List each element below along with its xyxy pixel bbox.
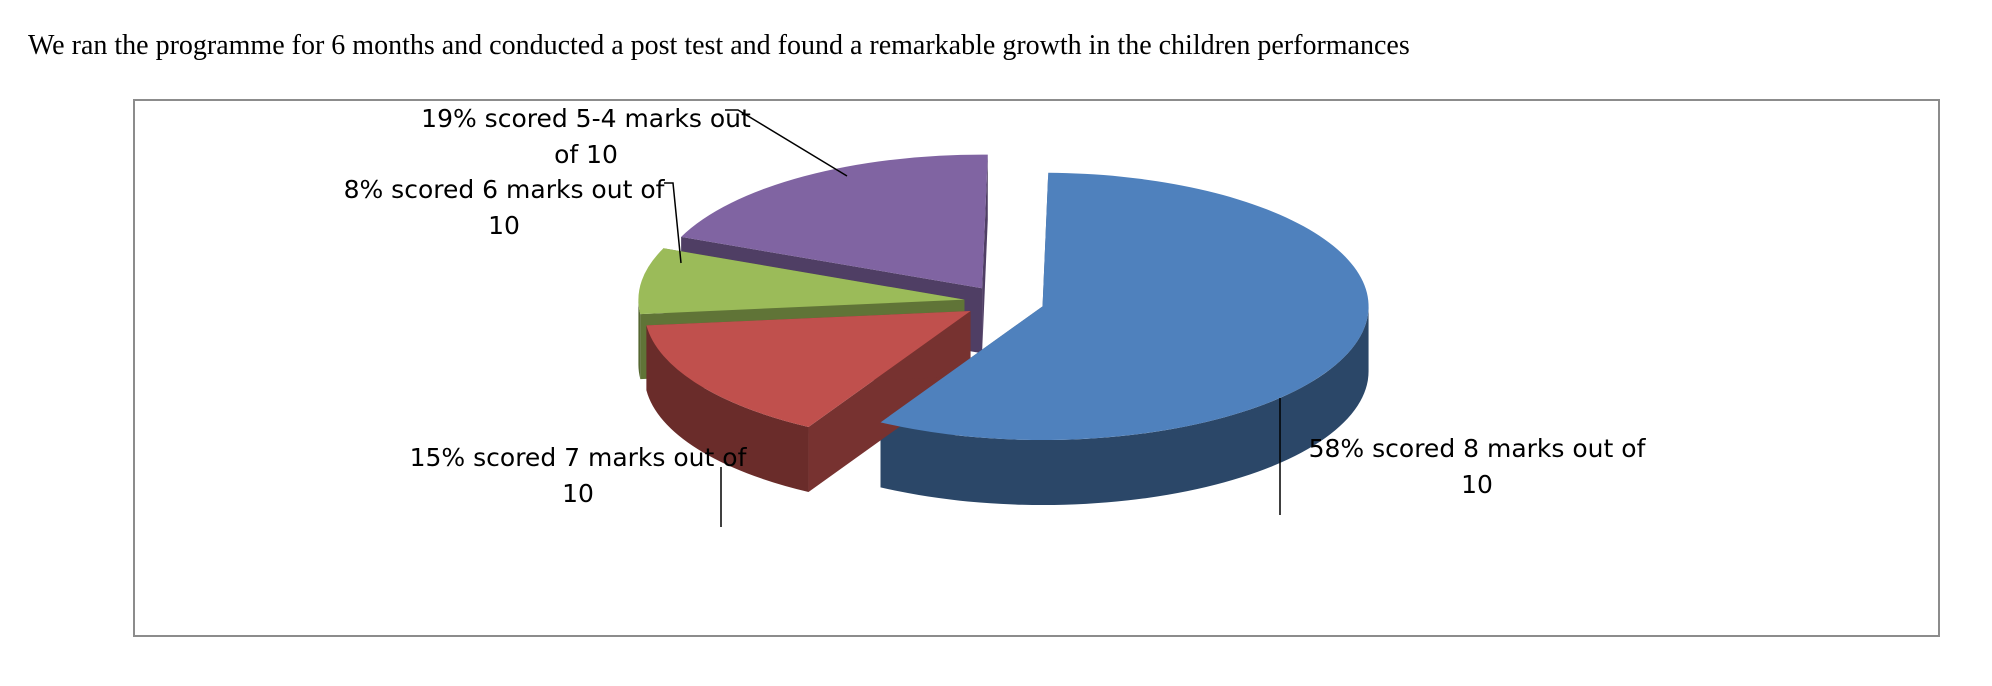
slice-label-4: 19% scored 5-4 marks out of 10 — [421, 104, 751, 169]
slice-label-1-line-1: 58% scored 8 marks out of — [1309, 434, 1647, 463]
slice-label-4-line-2: of 10 — [554, 140, 618, 169]
chart-frame: 58% scored 8 marks out of 10 15% scored 7 … — [133, 99, 1940, 637]
slice-label-2-line-2: 10 — [562, 479, 594, 508]
slice-3-rim — [638, 299, 641, 380]
slice-label-1-line-2: 10 — [1461, 470, 1493, 499]
slice-4-wall-2 — [982, 154, 988, 354]
leader-line-4 — [725, 109, 848, 177]
slice-2-rim — [646, 325, 809, 492]
slice-label-3: 8% scored 6 marks out of 10 — [344, 175, 666, 240]
label-leaders — [664, 109, 1281, 527]
slice-1-top — [880, 172, 1369, 441]
slice-1-rim — [880, 306, 1369, 506]
slice-label-2-line-1: 15% scored 7 marks out of — [410, 443, 748, 472]
slice-label-4-line-1: 19% scored 5-4 marks out — [421, 104, 751, 133]
slice-3-top — [638, 248, 965, 315]
slice-2-top — [646, 310, 971, 427]
pie-tops — [638, 154, 1369, 441]
slice-label-2: 15% scored 7 marks out of 10 — [410, 443, 748, 508]
leader-line-3 — [664, 182, 682, 264]
slice-label-3-line-1: 8% scored 6 marks out of — [344, 175, 666, 204]
slice-4-top — [681, 154, 988, 289]
slice-label-1: 58% scored 8 marks out of 10 — [1309, 434, 1647, 499]
intro-text: We ran the programme for 6 months and co… — [28, 30, 1410, 61]
slice-label-3-line-2: 10 — [488, 211, 520, 240]
